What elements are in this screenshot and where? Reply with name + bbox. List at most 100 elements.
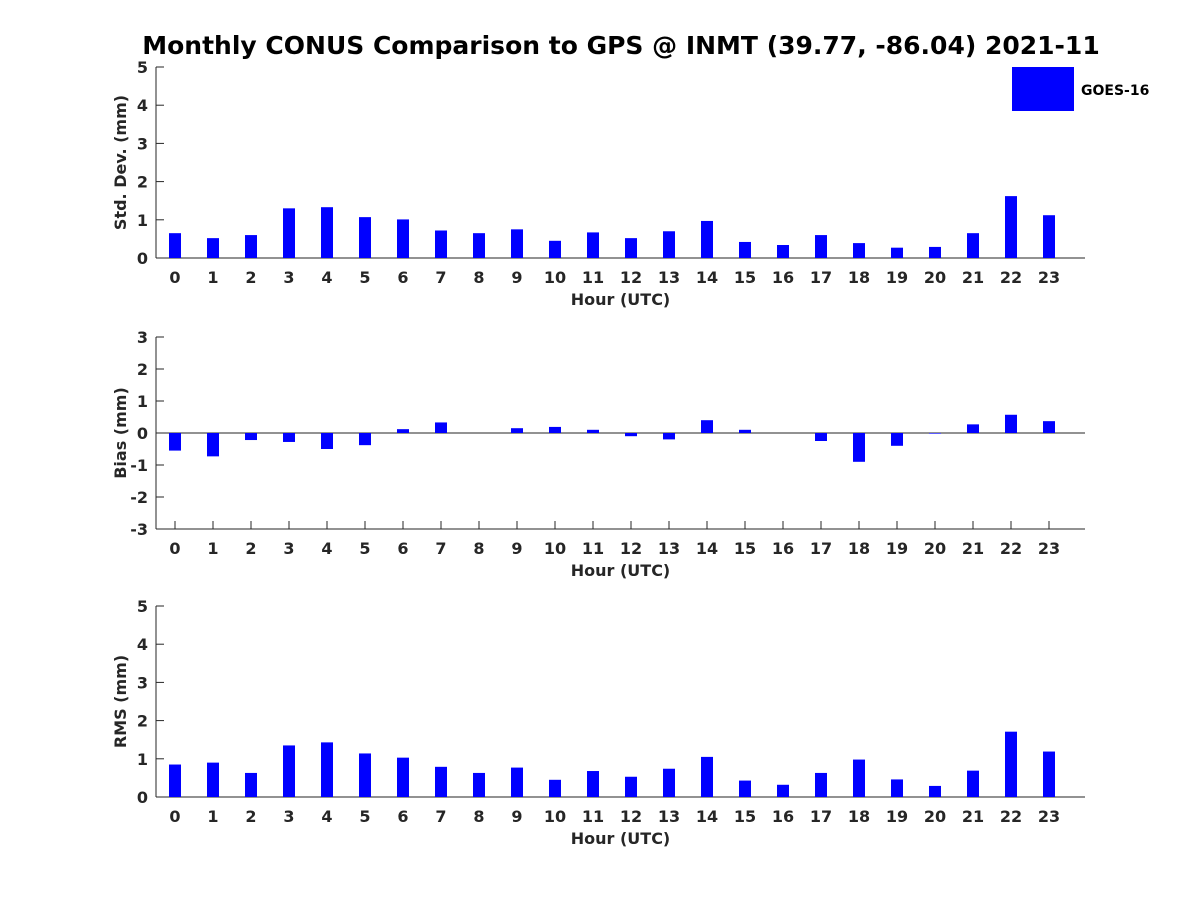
x-axis-label: Hour (UTC)	[571, 561, 671, 580]
bar	[207, 433, 219, 457]
x-tick-label: 17	[810, 807, 832, 826]
x-tick-label: 5	[359, 807, 370, 826]
bar	[435, 230, 447, 258]
x-tick-label: 18	[848, 807, 870, 826]
x-tick-label: 6	[397, 807, 408, 826]
bar	[1043, 751, 1055, 797]
x-tick-label: 15	[734, 539, 756, 558]
y-tick-label: -2	[130, 488, 148, 507]
x-tick-label: 20	[924, 268, 946, 287]
x-tick-label: 23	[1038, 807, 1060, 826]
x-tick-label: 11	[582, 807, 604, 826]
x-tick-label: 21	[962, 807, 984, 826]
bar	[625, 433, 637, 437]
bar	[321, 742, 333, 797]
x-tick-label: 21	[962, 268, 984, 287]
bar	[929, 785, 941, 797]
x-tick-label: 17	[810, 539, 832, 558]
bar	[321, 207, 333, 258]
y-tick-label: 2	[137, 360, 148, 379]
y-tick-label: -1	[130, 456, 148, 475]
bar	[169, 764, 181, 797]
bar	[853, 759, 865, 797]
x-tick-label: 4	[321, 807, 332, 826]
bar	[967, 770, 979, 797]
bar	[663, 768, 675, 797]
bar	[701, 420, 713, 433]
bar	[435, 766, 447, 797]
x-tick-label: 2	[245, 268, 256, 287]
y-tick-label: 5	[137, 597, 148, 616]
bar	[511, 767, 523, 797]
bar	[739, 780, 751, 797]
bar	[549, 426, 561, 433]
bar	[549, 240, 561, 258]
x-tick-label: 22	[1000, 807, 1022, 826]
y-tick-label: 3	[137, 673, 148, 692]
bar	[549, 779, 561, 797]
x-tick-label: 0	[169, 268, 180, 287]
bar	[169, 233, 181, 258]
y-tick-label: 2	[137, 173, 148, 192]
x-tick-label: 13	[658, 268, 680, 287]
bar	[815, 772, 827, 797]
chart-title: Monthly CONUS Comparison to GPS @ INMT (…	[142, 31, 1099, 60]
bar	[245, 433, 257, 441]
bar	[207, 762, 219, 797]
bar	[397, 219, 409, 258]
bar	[701, 220, 713, 258]
x-axis-label: Hour (UTC)	[571, 829, 671, 848]
x-tick-label: 9	[511, 268, 522, 287]
bar	[1043, 421, 1055, 433]
x-tick-label: 21	[962, 539, 984, 558]
y-axis-label: RMS (mm)	[111, 655, 130, 748]
x-tick-label: 5	[359, 268, 370, 287]
y-axis-label: Bias (mm)	[111, 387, 130, 479]
bar	[815, 235, 827, 258]
bar	[853, 243, 865, 258]
x-tick-label: 10	[544, 268, 566, 287]
y-tick-label: 4	[137, 635, 148, 654]
bar	[1005, 731, 1017, 797]
x-tick-label: 3	[283, 807, 294, 826]
x-tick-label: 7	[435, 268, 446, 287]
bar	[891, 247, 903, 258]
bar	[625, 238, 637, 258]
x-tick-label: 11	[582, 539, 604, 558]
x-tick-label: 12	[620, 539, 642, 558]
bar	[283, 745, 295, 797]
x-tick-label: 19	[886, 807, 908, 826]
y-tick-label: 1	[137, 211, 148, 230]
x-tick-label: 3	[283, 268, 294, 287]
x-tick-label: 2	[245, 539, 256, 558]
x-tick-label: 16	[772, 539, 794, 558]
bar	[169, 433, 181, 451]
x-tick-label: 1	[207, 268, 218, 287]
x-tick-label: 5	[359, 539, 370, 558]
bar	[587, 232, 599, 258]
bar	[777, 784, 789, 797]
y-tick-label: 0	[137, 788, 148, 807]
y-tick-label: -3	[130, 520, 148, 539]
x-tick-label: 9	[511, 539, 522, 558]
bar	[663, 231, 675, 258]
y-tick-label: 1	[137, 392, 148, 411]
bar	[739, 429, 751, 433]
x-tick-label: 18	[848, 539, 870, 558]
x-tick-label: 13	[658, 807, 680, 826]
x-tick-label: 10	[544, 807, 566, 826]
bar	[397, 757, 409, 797]
bar	[207, 238, 219, 258]
bar	[397, 429, 409, 433]
x-tick-label: 20	[924, 539, 946, 558]
bar	[1005, 414, 1017, 433]
y-tick-label: 0	[137, 424, 148, 443]
x-tick-label: 14	[696, 268, 718, 287]
y-axis-label: Std. Dev. (mm)	[111, 95, 130, 230]
bar	[245, 772, 257, 797]
x-tick-label: 0	[169, 539, 180, 558]
x-tick-label: 8	[473, 268, 484, 287]
x-tick-label: 16	[772, 807, 794, 826]
